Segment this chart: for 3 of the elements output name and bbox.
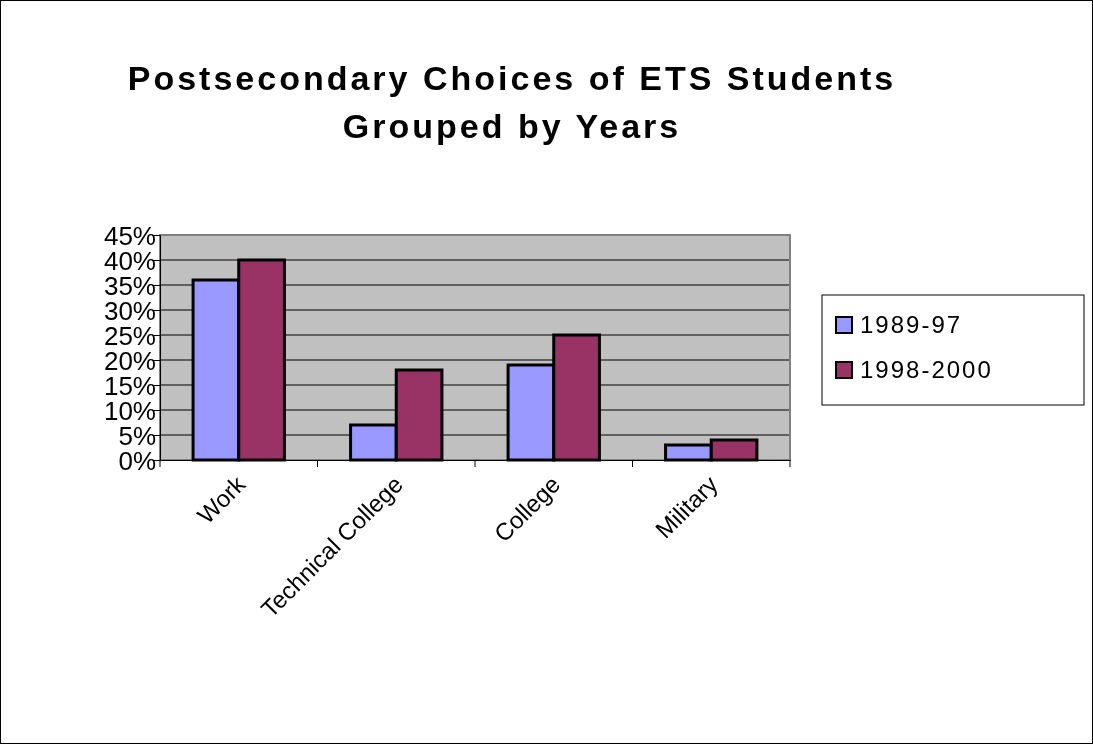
chart-title: Postsecondary Choices of ETS Students Grouped by Years [127, 59, 897, 145]
legend-label: 1989-97 [860, 311, 963, 338]
legend-label: 1998-2000 [860, 356, 993, 383]
